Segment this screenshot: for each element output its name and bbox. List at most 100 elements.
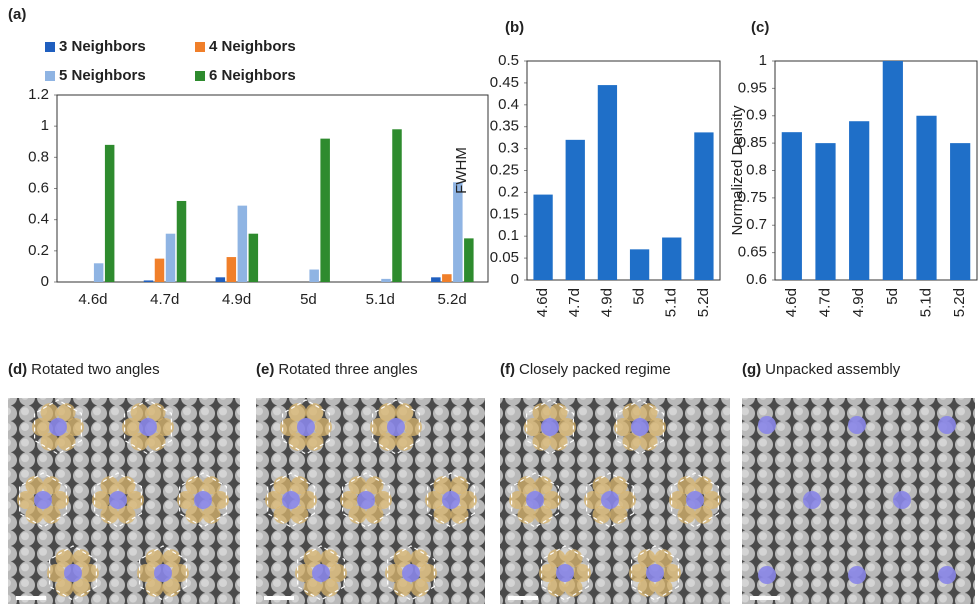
bar <box>144 280 154 282</box>
bar <box>630 249 649 280</box>
bar <box>249 234 258 282</box>
y-tick-label: 0.4 <box>498 96 519 113</box>
y-tick-label: 0 <box>41 273 49 290</box>
y-tick-label: 1 <box>759 52 767 69</box>
x-tick-label: 4.6d <box>783 288 800 317</box>
caption-text: Unpacked assembly <box>765 361 901 378</box>
plot-frame <box>527 61 720 280</box>
center-particle <box>64 564 82 582</box>
center-particle <box>938 566 956 584</box>
bar <box>320 139 330 282</box>
center-particle <box>556 564 574 582</box>
x-tick-label: 4.7d <box>816 288 833 317</box>
bar <box>166 234 176 282</box>
panel-caption: (d)Rotated two angles <box>8 361 160 378</box>
center-particle <box>357 491 375 509</box>
y-tick-label: 0.85 <box>738 134 767 151</box>
caption-text: Rotated three angles <box>278 361 417 378</box>
y-tick-label: 0.5 <box>498 52 519 69</box>
legend-label: 3 Neighbors <box>59 38 146 55</box>
y-tick-label: 0.2 <box>28 242 49 259</box>
x-tick-label: 5.1d <box>366 291 395 308</box>
legend-label: 6 Neighbors <box>209 67 296 84</box>
y-tick-label: 0.6 <box>746 271 767 288</box>
y-tick-label: 0.25 <box>490 161 519 178</box>
center-particle <box>387 418 405 436</box>
center-particle <box>34 491 52 509</box>
legend-swatch <box>195 42 205 52</box>
center-particle <box>442 491 460 509</box>
y-tick-label: 0.05 <box>490 249 519 266</box>
x-tick-label: 4.9d <box>598 288 615 317</box>
x-tick-label: 4.7d <box>566 288 583 317</box>
legend-swatch <box>45 71 55 81</box>
center-particle <box>631 418 649 436</box>
scale-bar <box>508 596 538 600</box>
y-tick-label: 0.9 <box>746 107 767 124</box>
y-tick-label: 0.6 <box>28 179 49 196</box>
bar <box>216 277 226 282</box>
y-tick-label: 0.8 <box>746 161 767 178</box>
y-tick-label: 1 <box>41 117 49 134</box>
panel-caption: (e)Rotated three angles <box>256 361 418 378</box>
center-particle <box>541 418 559 436</box>
caption-text: Rotated two angles <box>31 361 159 378</box>
y-tick-label: 0.8 <box>28 148 49 165</box>
plot-frame <box>775 61 977 280</box>
figure: (d)Rotated two angles (e)Rotated three an… <box>0 0 978 604</box>
x-tick-label: 5.1d <box>663 288 680 317</box>
legend-label: 4 Neighbors <box>209 38 296 55</box>
center-particle <box>646 564 664 582</box>
center-particle <box>312 564 330 582</box>
scale-bar <box>16 596 46 600</box>
bar <box>464 238 474 282</box>
panel-label: (f) <box>500 361 515 378</box>
x-tick-label: 4.9d <box>222 291 251 308</box>
center-particle <box>686 491 704 509</box>
center-particle <box>194 491 212 509</box>
panel-label: (a) <box>8 6 26 23</box>
center-particle <box>402 564 420 582</box>
y-axis-label: Normalized Density <box>729 105 746 236</box>
bar <box>782 132 802 280</box>
bar <box>916 116 936 280</box>
x-tick-label: 4.7d <box>150 291 179 308</box>
bar <box>598 85 617 280</box>
bar <box>566 140 585 280</box>
y-tick-label: 0.95 <box>738 79 767 96</box>
center-particle <box>297 418 315 436</box>
x-tick-label: 4.6d <box>534 288 551 317</box>
y-tick-label: 0.3 <box>498 140 519 157</box>
image-panels: (d)Rotated two angles (e)Rotated three an… <box>8 361 975 604</box>
y-axis-label: FWHM <box>453 147 470 194</box>
center-particle <box>848 566 866 584</box>
legend-label: 5 Neighbors <box>59 67 146 84</box>
x-tick-label: 5d <box>300 291 317 308</box>
x-tick-label: 4.9d <box>850 288 867 317</box>
bar <box>431 277 441 282</box>
center-particle <box>109 491 127 509</box>
legend-swatch <box>45 42 55 52</box>
bar <box>177 201 187 282</box>
x-tick-label: 5d <box>631 288 648 305</box>
legend-swatch <box>195 71 205 81</box>
bar <box>238 206 248 282</box>
y-tick-label: 0.4 <box>28 211 49 228</box>
bar <box>381 279 391 282</box>
bar <box>105 145 115 282</box>
x-tick-label: 5.1d <box>917 288 934 317</box>
center-particle <box>282 491 300 509</box>
bar <box>227 257 237 282</box>
center-particle <box>803 491 821 509</box>
bar <box>309 270 319 282</box>
y-tick-label: 0.1 <box>498 227 519 244</box>
bar <box>453 182 463 282</box>
y-tick-label: 0 <box>511 271 519 288</box>
y-tick-label: 0.75 <box>738 189 767 206</box>
center-particle <box>526 491 544 509</box>
panel-label: (g) <box>742 361 761 378</box>
plot-frame <box>57 95 488 282</box>
panel-label: (b) <box>505 19 524 36</box>
center-particle <box>893 491 911 509</box>
panel-label: (e) <box>256 361 274 378</box>
